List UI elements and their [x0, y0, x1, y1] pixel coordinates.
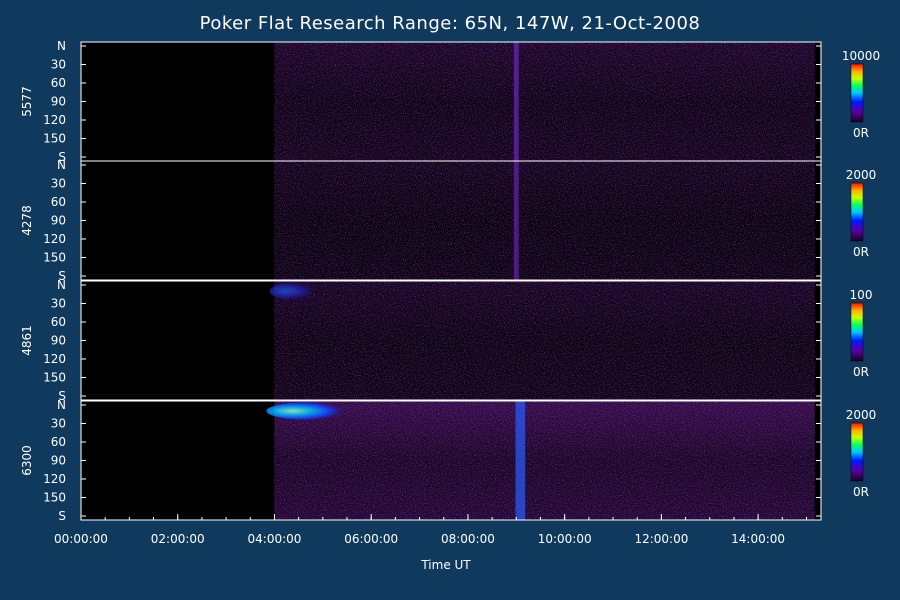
colorbar-min-label: 0R: [853, 485, 869, 499]
emission-hotspot: [266, 402, 356, 420]
y-tick-label: 120: [43, 352, 66, 366]
y-tick-label: 120: [43, 232, 66, 246]
y-tick-label: 90: [51, 214, 66, 228]
y-tick-label: 90: [51, 454, 66, 468]
x-tick-label: 10:00:00: [538, 532, 592, 546]
y-tick-label: 150: [43, 251, 66, 265]
colorbar-min-label: 0R: [853, 126, 869, 140]
y-tick-label: 60: [51, 315, 66, 329]
y-tick-label: 120: [43, 472, 66, 486]
y-tick-label: 30: [51, 58, 66, 72]
y-tick-label: S: [58, 389, 66, 403]
panel-label: 6300: [20, 445, 34, 476]
colorbar-max-label: 2000: [846, 168, 877, 182]
panel-6300: N 30 60 90 120 150 S 6300 2000 0R: [20, 398, 876, 523]
colorbar: [850, 422, 864, 482]
emission-noise: [274, 161, 815, 280]
y-tick-label: N: [57, 278, 66, 292]
y-tick-label: 60: [51, 435, 66, 449]
colorbar-min-label: 0R: [853, 365, 869, 379]
panel-4861: N 30 60 90 120 150 S 4861 100 0R: [20, 278, 872, 403]
y-tick-label: 60: [51, 195, 66, 209]
y-tick-label: 150: [43, 491, 66, 505]
y-tick-label: N: [57, 158, 66, 172]
panel-5577: N 30 60 90 120 150 S 5577 10000 0R: [20, 39, 880, 164]
emission-hotspot: [269, 282, 323, 300]
panel-label: 5577: [20, 86, 34, 117]
y-tick-label: S: [58, 509, 66, 523]
colorbar: [850, 182, 864, 242]
panel-4278: N 30 60 90 120 150 S 4278 2000 0R: [20, 158, 876, 283]
y-tick-label: 30: [51, 297, 66, 311]
emission-spike: [513, 161, 519, 280]
y-tick-label: 90: [51, 334, 66, 348]
y-tick-label: 60: [51, 76, 66, 90]
y-tick-label: 150: [43, 371, 66, 385]
x-tick-label: 12:00:00: [634, 532, 688, 546]
panel-label: 4278: [20, 205, 34, 236]
chart-title: Poker Flat Research Range: 65N, 147W, 21…: [200, 13, 701, 34]
x-axis-label: Time UT: [420, 558, 471, 572]
emission-noise: [274, 281, 815, 400]
emission-noise: [274, 401, 815, 520]
x-tick-label: 00:00:00: [54, 532, 108, 546]
y-tick-label: 30: [51, 177, 66, 191]
y-tick-label: 150: [43, 132, 66, 146]
y-tick-label: S: [58, 269, 66, 283]
y-tick-label: N: [57, 39, 66, 53]
x-tick-label: 14:00:00: [731, 532, 785, 546]
colorbar-max-label: 100: [850, 288, 873, 302]
y-tick-label: 90: [51, 95, 66, 109]
panel-label: 4861: [20, 325, 34, 356]
colorbar-max-label: 10000: [842, 49, 880, 63]
emission-spike: [513, 42, 519, 161]
x-tick-label: 06:00:00: [344, 532, 398, 546]
colorbar: [850, 63, 864, 123]
x-tick-label: 02:00:00: [151, 532, 205, 546]
emission-spike: [515, 401, 526, 520]
colorbar-max-label: 2000: [846, 408, 877, 422]
x-tick-label: 08:00:00: [441, 532, 495, 546]
y-tick-label: N: [57, 398, 66, 412]
y-tick-label: S: [58, 150, 66, 164]
colorbar: [850, 302, 864, 362]
x-tick-label: 04:00:00: [248, 532, 302, 546]
y-tick-label: 120: [43, 113, 66, 127]
emission-noise: [274, 42, 815, 161]
y-tick-label: 30: [51, 417, 66, 431]
colorbar-min-label: 0R: [853, 245, 869, 259]
